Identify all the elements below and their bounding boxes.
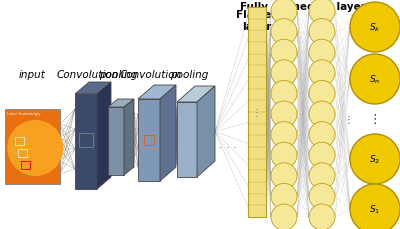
Circle shape	[7, 120, 63, 176]
Text: layer: layer	[242, 22, 272, 32]
Circle shape	[271, 204, 297, 229]
Polygon shape	[97, 83, 111, 189]
Text: ⋮: ⋮	[252, 108, 262, 117]
Text: $S_{2}$: $S_{2}$	[370, 153, 380, 166]
Circle shape	[309, 204, 335, 229]
Polygon shape	[177, 87, 215, 103]
Text: Flatten: Flatten	[236, 10, 278, 20]
Circle shape	[271, 143, 297, 169]
Text: ⋮: ⋮	[369, 113, 381, 126]
Polygon shape	[160, 86, 176, 181]
Bar	[79, 134, 93, 147]
Text: Convolution: Convolution	[57, 70, 119, 80]
Polygon shape	[124, 100, 134, 175]
Circle shape	[271, 101, 297, 128]
Circle shape	[271, 81, 297, 107]
Circle shape	[309, 184, 335, 210]
Circle shape	[309, 19, 335, 45]
Polygon shape	[138, 100, 160, 181]
Polygon shape	[75, 83, 111, 95]
Bar	[15, 137, 24, 145]
Text: · · ·: · · ·	[219, 142, 237, 152]
Bar	[144, 135, 154, 145]
Bar	[248, 8, 266, 217]
Text: Fully connected layer: Fully connected layer	[240, 2, 366, 12]
Circle shape	[309, 40, 335, 66]
Circle shape	[350, 3, 400, 53]
Circle shape	[271, 184, 297, 210]
Circle shape	[271, 40, 297, 66]
Circle shape	[309, 122, 335, 148]
Text: pooling: pooling	[170, 70, 208, 80]
Polygon shape	[138, 86, 176, 100]
Circle shape	[309, 81, 335, 107]
Circle shape	[309, 0, 335, 25]
Text: Label: frutas/angry: Label: frutas/angry	[7, 112, 41, 115]
Bar	[18, 149, 27, 157]
Circle shape	[309, 60, 335, 86]
Text: $S_{1}$: $S_{1}$	[369, 203, 381, 215]
Circle shape	[271, 60, 297, 86]
Circle shape	[309, 143, 335, 169]
Polygon shape	[108, 100, 134, 108]
Polygon shape	[197, 87, 215, 177]
Bar	[21, 161, 30, 169]
Bar	[5, 109, 60, 184]
Text: Convolution: Convolution	[120, 70, 182, 80]
Bar	[21, 161, 30, 169]
Text: $S_{n}$: $S_{n}$	[369, 74, 381, 86]
Circle shape	[271, 19, 297, 45]
Circle shape	[309, 163, 335, 189]
Circle shape	[350, 55, 400, 105]
Circle shape	[309, 101, 335, 128]
Text: pooling: pooling	[99, 70, 137, 80]
Circle shape	[350, 134, 400, 184]
Polygon shape	[177, 103, 197, 177]
Text: $S_{k}$: $S_{k}$	[369, 22, 381, 34]
Text: input: input	[19, 70, 46, 80]
Polygon shape	[108, 108, 124, 175]
Circle shape	[271, 0, 297, 25]
Circle shape	[350, 184, 400, 229]
Circle shape	[271, 122, 297, 148]
Text: ⋮: ⋮	[343, 114, 353, 124]
Circle shape	[271, 163, 297, 189]
Polygon shape	[75, 95, 97, 189]
